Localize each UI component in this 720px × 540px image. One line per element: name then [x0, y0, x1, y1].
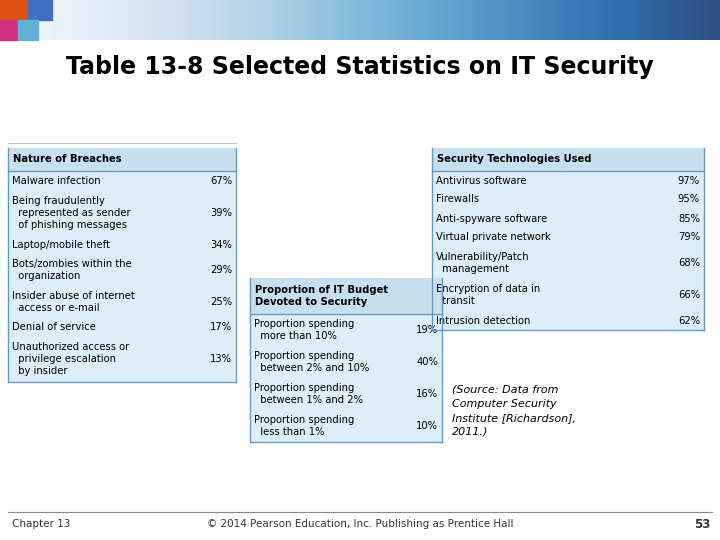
- Text: Security Technologies Used: Security Technologies Used: [437, 154, 592, 165]
- Text: 95%: 95%: [678, 194, 700, 205]
- Bar: [432, 228, 704, 247]
- Bar: [8, 318, 236, 337]
- Bar: [8, 148, 236, 171]
- Text: Being fraudulently
  represented as sender
  of phishing messages: Being fraudulently represented as sender…: [12, 195, 130, 230]
- Bar: [8, 190, 236, 235]
- Bar: [432, 311, 704, 330]
- Text: Laptop/mobile theft: Laptop/mobile theft: [12, 240, 110, 249]
- Text: (Source: Data from
Computer Security
Institute [Richardson],
2011.): (Source: Data from Computer Security Ins…: [452, 385, 576, 437]
- Bar: [18, 20, 38, 40]
- Bar: [0, 0, 28, 20]
- Text: 85%: 85%: [678, 213, 700, 224]
- Bar: [432, 171, 704, 190]
- Text: 16%: 16%: [416, 389, 438, 399]
- Bar: [8, 254, 236, 286]
- Text: 25%: 25%: [210, 297, 232, 307]
- Text: Denial of service: Denial of service: [12, 322, 96, 333]
- Bar: [432, 148, 704, 171]
- Text: Encryption of data in
  transit: Encryption of data in transit: [436, 284, 540, 306]
- Text: Virtual private network: Virtual private network: [436, 233, 551, 242]
- Bar: [8, 235, 236, 254]
- Text: Proportion spending
  less than 1%: Proportion spending less than 1%: [254, 415, 354, 437]
- Text: Bots/zombies within the
  organization: Bots/zombies within the organization: [12, 259, 132, 281]
- Text: Antivirus software: Antivirus software: [436, 176, 526, 186]
- Bar: [250, 378, 442, 410]
- Text: 19%: 19%: [416, 325, 438, 335]
- Text: 17%: 17%: [210, 322, 232, 333]
- Text: Anti-spyware software: Anti-spyware software: [436, 213, 547, 224]
- Text: 97%: 97%: [678, 176, 700, 186]
- Bar: [432, 247, 704, 279]
- Text: Proportion spending
  between 1% and 2%: Proportion spending between 1% and 2%: [254, 383, 363, 405]
- Bar: [432, 209, 704, 228]
- Bar: [250, 410, 442, 442]
- Bar: [250, 278, 442, 314]
- Bar: [432, 190, 704, 209]
- Text: 39%: 39%: [210, 207, 232, 218]
- Bar: [8, 286, 236, 318]
- Text: Proportion spending
  between 2% and 10%: Proportion spending between 2% and 10%: [254, 351, 369, 373]
- Text: 79%: 79%: [678, 233, 700, 242]
- Text: Proportion of IT Budget
Devoted to Security: Proportion of IT Budget Devoted to Secur…: [255, 285, 388, 307]
- Bar: [8, 337, 236, 382]
- Text: Chapter 13: Chapter 13: [12, 519, 71, 529]
- Text: Firewalls: Firewalls: [436, 194, 479, 205]
- Bar: [432, 279, 704, 311]
- Text: 40%: 40%: [416, 357, 438, 367]
- Text: 62%: 62%: [678, 315, 700, 326]
- Text: © 2014 Pearson Education, Inc. Publishing as Prentice Hall: © 2014 Pearson Education, Inc. Publishin…: [207, 519, 513, 529]
- Bar: [250, 314, 442, 346]
- Text: Table 13-8 Selected Statistics on IT Security: Table 13-8 Selected Statistics on IT Sec…: [66, 55, 654, 79]
- Bar: [8, 171, 236, 190]
- Bar: [250, 346, 442, 378]
- Text: 13%: 13%: [210, 354, 232, 364]
- Text: Unauthorized access or
  privilege escalation
  by insider: Unauthorized access or privilege escalat…: [12, 342, 130, 376]
- Text: Nature of Breaches: Nature of Breaches: [13, 154, 122, 165]
- Bar: [0, 20, 18, 40]
- Text: 53: 53: [693, 517, 710, 530]
- Bar: [28, 0, 52, 20]
- Text: 10%: 10%: [416, 421, 438, 431]
- Text: Vulnerability/Patch
  management: Vulnerability/Patch management: [436, 252, 530, 274]
- Text: Malware infection: Malware infection: [12, 176, 101, 186]
- Text: 67%: 67%: [210, 176, 232, 186]
- Text: 68%: 68%: [678, 258, 700, 268]
- Text: Proportion spending
  more than 10%: Proportion spending more than 10%: [254, 319, 354, 341]
- Text: 34%: 34%: [210, 240, 232, 249]
- Text: Intrusion detection: Intrusion detection: [436, 315, 531, 326]
- Text: Insider abuse of internet
  access or e-mail: Insider abuse of internet access or e-ma…: [12, 291, 135, 313]
- Text: 29%: 29%: [210, 265, 232, 275]
- Text: 66%: 66%: [678, 290, 700, 300]
